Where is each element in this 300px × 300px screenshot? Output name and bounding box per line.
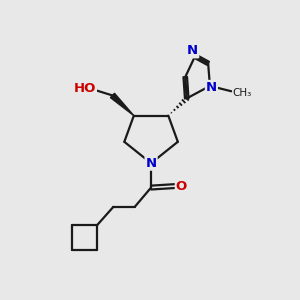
Text: N: N (187, 44, 198, 57)
Text: CH₃: CH₃ (233, 88, 252, 98)
Text: N: N (206, 81, 217, 94)
Text: N: N (146, 157, 157, 170)
Text: HO: HO (74, 82, 96, 95)
Polygon shape (110, 93, 134, 116)
Text: O: O (176, 180, 187, 193)
